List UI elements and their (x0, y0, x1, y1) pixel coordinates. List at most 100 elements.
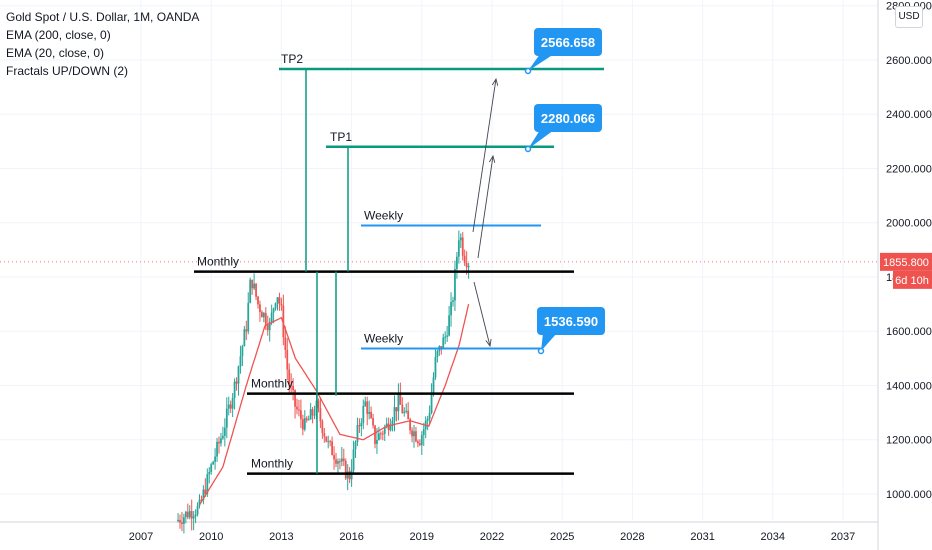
candle-body (184, 511, 187, 518)
candle-body (383, 427, 386, 434)
candle-body (391, 420, 394, 427)
candle-body (370, 411, 372, 419)
callout-weekly-support-text: 1536.590 (544, 314, 598, 329)
candle-body (331, 441, 333, 456)
candle-body (231, 397, 234, 409)
candle-body (418, 443, 421, 446)
candle-body (243, 329, 246, 347)
candle-body (387, 423, 390, 431)
candle-body (218, 441, 220, 444)
currency-button[interactable]: USD (895, 6, 923, 28)
candle-body (198, 499, 201, 506)
candle-body (222, 435, 224, 439)
candle-body (459, 237, 462, 241)
weekly-resistance-level-label: Weekly (364, 208, 403, 222)
candle-body (245, 329, 248, 332)
candle-body (216, 441, 218, 457)
candle-body (399, 393, 402, 405)
candle-body (348, 471, 351, 480)
candle-body (212, 461, 215, 465)
legend-fractals[interactable]: Fractals UP/DOWN (2) (6, 64, 129, 78)
candle-body (358, 425, 361, 427)
callout-tp1 (534, 104, 602, 132)
callout-tp2-anchor (524, 67, 532, 75)
candle-body (253, 283, 255, 289)
legend-ema200[interactable]: EMA (200, close, 0) (6, 28, 111, 42)
price-tick-label: 2000.000 (886, 218, 932, 230)
candle-body (249, 279, 252, 303)
candle-body (368, 411, 371, 414)
price-tick-label: 1400.000 (886, 380, 932, 392)
tp2-level-label: TP2 (281, 52, 303, 66)
candle-body (208, 471, 211, 475)
candle-body (276, 297, 279, 304)
candle-body (301, 419, 304, 430)
price-tick-label: 1600.000 (886, 326, 932, 338)
candle-body (188, 511, 191, 518)
candle-body (393, 407, 396, 421)
candle-body (321, 421, 324, 433)
monthly-level-lower-label: Monthly (251, 457, 293, 471)
candle-body (311, 409, 314, 416)
candle-body (378, 433, 380, 440)
candle-body (461, 237, 464, 256)
callout-tp2-text: 2566.658 (541, 35, 595, 50)
legend-title[interactable]: Gold Spot / U.S. Dollar, 1M, OANDA (6, 10, 200, 24)
candle-body (225, 408, 228, 428)
candle-body (183, 517, 185, 524)
candle-body (434, 356, 437, 378)
candle-body (442, 337, 445, 350)
candle-body (313, 414, 316, 416)
candle-body (270, 312, 273, 322)
candle-body (257, 296, 259, 305)
candle-body (333, 455, 335, 460)
candle-body (264, 312, 267, 325)
candle-body (395, 407, 398, 412)
candle-body (389, 426, 392, 431)
candle-body (452, 300, 454, 302)
candle-body (241, 346, 244, 357)
countdown-badge (893, 270, 932, 289)
candle-body (405, 410, 408, 412)
arrow-to-tp2 (472, 78, 497, 233)
candle-body (325, 436, 328, 442)
candle-body (194, 514, 197, 517)
monthly-level-upper-label: Monthly (197, 255, 239, 269)
time-tick-label: 2019 (410, 531, 434, 543)
price-tick-label: 1000.000 (886, 489, 932, 501)
chart-legend: Gold Spot / U.S. Dollar, 1M, OANDA EMA (… (6, 8, 199, 80)
candle-body (298, 409, 300, 411)
ema20-line (198, 303, 470, 506)
price-tick-label: 2200.000 (886, 163, 932, 175)
candle-body (229, 404, 232, 409)
candle-body (456, 256, 458, 270)
candle-body (190, 511, 193, 519)
candle-body (319, 408, 322, 422)
candle-body (379, 433, 382, 435)
candle-body (223, 427, 226, 436)
time-tick-label: 2031 (690, 531, 714, 543)
candle-body (266, 324, 269, 331)
candle-body (227, 404, 230, 409)
candle-body (450, 301, 452, 316)
last-price-badge (880, 252, 932, 271)
candle-body (376, 439, 378, 444)
candle-body (342, 458, 345, 461)
candle-body (262, 312, 265, 318)
time-tick-label: 2013 (269, 531, 293, 543)
candle-body (284, 337, 287, 350)
price-tick-label: 2400.000 (886, 109, 932, 121)
time-tick-label: 2022 (480, 531, 504, 543)
candle-body (422, 429, 425, 436)
candle-body (251, 279, 254, 289)
candle-body (296, 406, 298, 410)
last-price-badge-text: 1855.800 (883, 257, 929, 269)
candle-body (323, 432, 326, 437)
candle-body (444, 336, 447, 338)
tp1-level-label: TP1 (330, 130, 352, 144)
legend-ema20[interactable]: EMA (20, close, 0) (6, 46, 105, 60)
candle-body (202, 489, 205, 501)
candle-body (307, 419, 310, 421)
candle-body (426, 418, 429, 421)
